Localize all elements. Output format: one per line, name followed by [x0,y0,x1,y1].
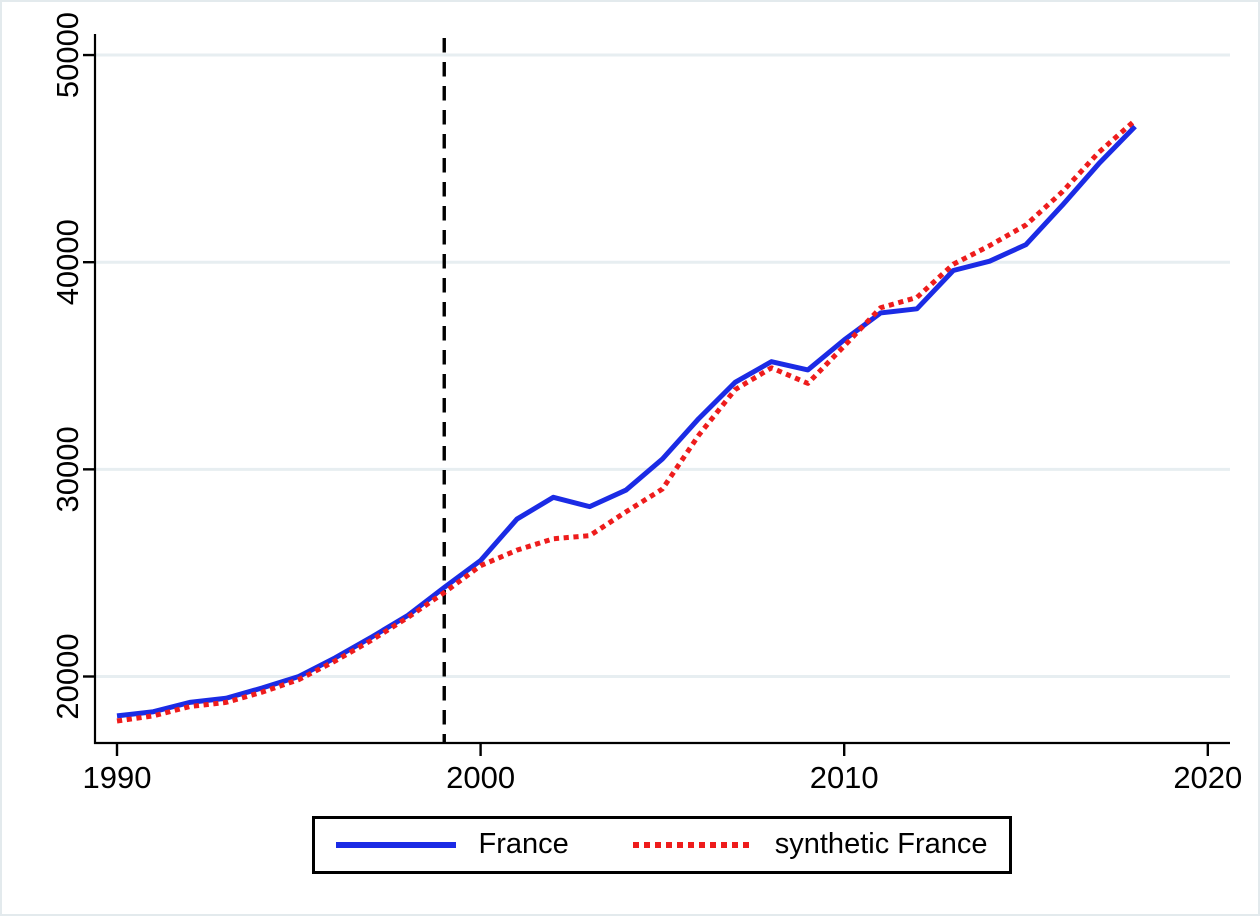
x-tick-label-1990: 1990 [83,760,152,795]
legend-entry-france: France [336,827,569,861]
synthetic-france-legend-label: synthetic France [774,827,988,860]
series-line-france [116,124,1137,719]
y-tick-label-30000: 30000 [50,426,85,512]
x-tick-label-2010: 2010 [810,760,879,795]
legend: France synthetic France [312,816,1012,874]
x-tick-label-2020: 2020 [1173,760,1242,795]
legend-entry-synthetic-france: synthetic France [632,827,988,861]
x-tick-label-2000: 2000 [446,760,515,795]
france-line-key [336,842,457,848]
y-tick-label-20000: 20000 [50,633,85,719]
series-line-synthetic-france [116,118,1137,724]
y-tick-label-50000: 50000 [50,12,85,98]
y-tick-label-40000: 40000 [50,219,85,305]
france-legend-label: France [478,827,569,860]
synthetic-france-line-key [632,842,753,848]
